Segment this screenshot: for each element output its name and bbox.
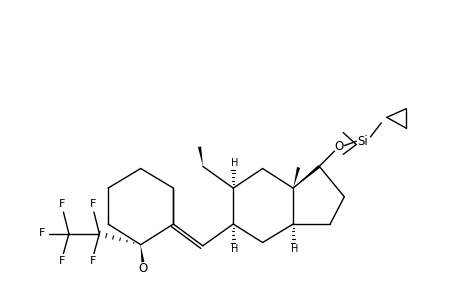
Polygon shape <box>292 165 319 188</box>
Text: F: F <box>59 200 65 209</box>
Text: H: H <box>230 158 237 168</box>
Text: O: O <box>334 140 343 153</box>
Text: F: F <box>39 228 45 238</box>
Text: H: H <box>290 244 297 254</box>
Text: Si: Si <box>357 135 367 148</box>
Text: H: H <box>230 244 237 254</box>
Text: O: O <box>138 262 147 275</box>
Text: F: F <box>90 200 96 209</box>
Polygon shape <box>293 167 300 188</box>
Polygon shape <box>197 146 202 166</box>
Text: F: F <box>59 256 65 266</box>
Polygon shape <box>140 245 144 262</box>
Text: F: F <box>90 256 96 266</box>
